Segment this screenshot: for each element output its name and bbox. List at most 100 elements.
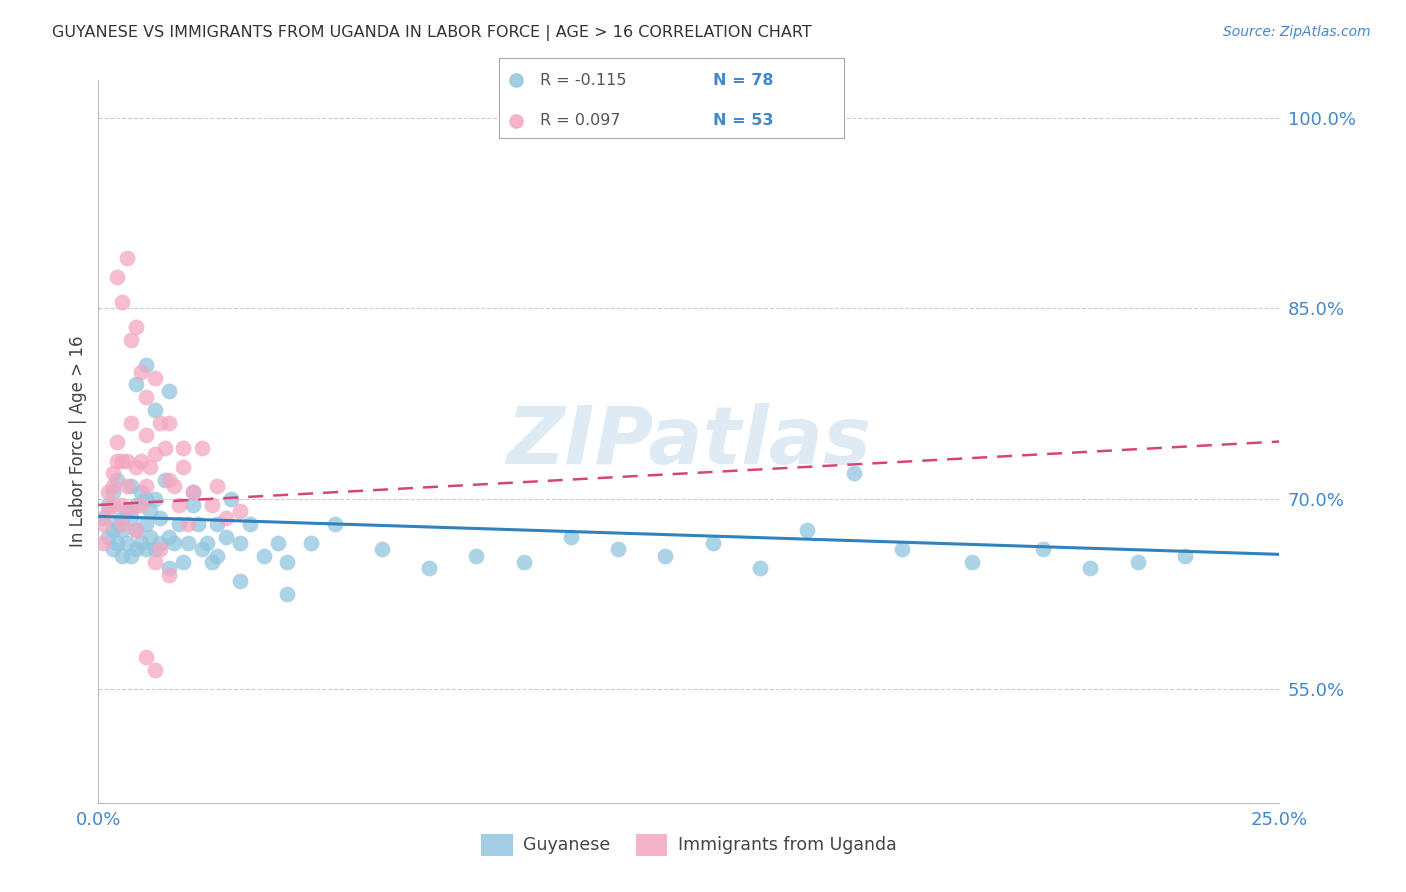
Point bbox=[654, 549, 676, 563]
Point bbox=[115, 453, 138, 467]
Point bbox=[267, 536, 290, 550]
Point bbox=[111, 510, 134, 524]
Point bbox=[418, 561, 440, 575]
Point bbox=[163, 479, 186, 493]
Point bbox=[135, 516, 157, 531]
Point bbox=[139, 504, 162, 518]
Point bbox=[157, 561, 180, 575]
Point bbox=[101, 542, 124, 557]
Point bbox=[157, 473, 180, 487]
Point bbox=[97, 485, 120, 500]
Point bbox=[299, 536, 322, 550]
Point bbox=[121, 549, 143, 563]
Point bbox=[115, 251, 138, 265]
Point bbox=[101, 467, 124, 481]
Point bbox=[129, 536, 152, 550]
Point bbox=[129, 453, 152, 467]
Point bbox=[1126, 555, 1149, 569]
Point bbox=[115, 536, 138, 550]
Point bbox=[105, 536, 128, 550]
Point bbox=[215, 530, 238, 544]
Point bbox=[139, 530, 162, 544]
Point bbox=[105, 453, 128, 467]
Point bbox=[111, 549, 134, 563]
Point bbox=[253, 549, 276, 563]
Point bbox=[135, 650, 157, 665]
Point bbox=[181, 485, 204, 500]
Point bbox=[115, 504, 138, 518]
Point bbox=[181, 485, 204, 500]
Point bbox=[115, 479, 138, 493]
Point bbox=[129, 485, 152, 500]
Point bbox=[125, 498, 148, 512]
Point bbox=[512, 555, 534, 569]
Text: R = 0.097: R = 0.097 bbox=[540, 113, 621, 128]
Point bbox=[890, 542, 912, 557]
Point bbox=[796, 523, 818, 537]
Point bbox=[157, 384, 180, 398]
Point bbox=[191, 441, 214, 455]
Point bbox=[125, 459, 148, 474]
Point bbox=[153, 441, 176, 455]
Point bbox=[323, 516, 346, 531]
Text: GUYANESE VS IMMIGRANTS FROM UGANDA IN LABOR FORCE | AGE > 16 CORRELATION CHART: GUYANESE VS IMMIGRANTS FROM UGANDA IN LA… bbox=[52, 25, 811, 41]
Point bbox=[153, 473, 176, 487]
Point bbox=[125, 542, 148, 557]
Text: ZIPatlas: ZIPatlas bbox=[506, 402, 872, 481]
Point bbox=[1174, 549, 1197, 563]
Point bbox=[748, 561, 770, 575]
Point bbox=[201, 498, 224, 512]
Point bbox=[157, 530, 180, 544]
Text: N = 78: N = 78 bbox=[713, 73, 773, 88]
Point bbox=[97, 530, 120, 544]
Point bbox=[205, 516, 228, 531]
Point bbox=[195, 536, 218, 550]
Point bbox=[229, 504, 252, 518]
Point bbox=[607, 542, 630, 557]
Point bbox=[111, 498, 134, 512]
Point bbox=[91, 510, 114, 524]
Point bbox=[702, 536, 724, 550]
Point bbox=[139, 459, 162, 474]
Point bbox=[111, 295, 134, 310]
Point bbox=[276, 587, 298, 601]
Point bbox=[121, 510, 143, 524]
Point bbox=[97, 504, 120, 518]
Point bbox=[135, 479, 157, 493]
Y-axis label: In Labor Force | Age > 16: In Labor Force | Age > 16 bbox=[69, 335, 87, 548]
Point bbox=[121, 504, 143, 518]
Point bbox=[105, 434, 128, 449]
Point bbox=[135, 390, 157, 404]
Point bbox=[172, 555, 194, 569]
Point bbox=[205, 479, 228, 493]
Point bbox=[125, 377, 148, 392]
Point bbox=[1080, 561, 1102, 575]
Point bbox=[135, 359, 157, 373]
Point bbox=[111, 453, 134, 467]
Point bbox=[149, 416, 172, 430]
Point bbox=[91, 516, 114, 531]
Point bbox=[201, 555, 224, 569]
Point bbox=[105, 516, 128, 531]
Point bbox=[129, 365, 152, 379]
Point bbox=[121, 333, 143, 347]
Point bbox=[97, 498, 120, 512]
Point bbox=[229, 536, 252, 550]
Point bbox=[135, 491, 157, 506]
Point bbox=[91, 536, 114, 550]
Point bbox=[121, 416, 143, 430]
Point bbox=[239, 516, 262, 531]
Point bbox=[219, 491, 242, 506]
Point bbox=[465, 549, 488, 563]
Point bbox=[143, 491, 166, 506]
Point bbox=[229, 574, 252, 588]
Point bbox=[177, 516, 200, 531]
Point bbox=[962, 555, 984, 569]
Point bbox=[371, 542, 394, 557]
Point bbox=[181, 498, 204, 512]
Point bbox=[121, 479, 143, 493]
Point bbox=[143, 663, 166, 677]
Point bbox=[125, 523, 148, 537]
Point bbox=[129, 498, 152, 512]
Text: Source: ZipAtlas.com: Source: ZipAtlas.com bbox=[1223, 25, 1371, 39]
